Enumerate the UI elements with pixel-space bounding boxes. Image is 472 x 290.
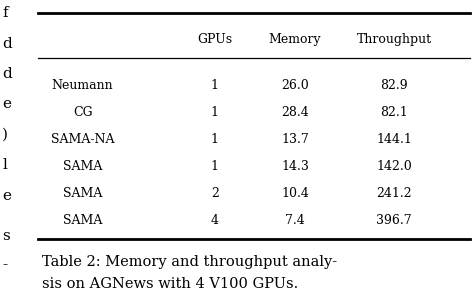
Text: GPUs: GPUs [197,33,232,46]
Text: 1: 1 [211,160,219,173]
Text: 82.1: 82.1 [380,106,408,119]
Text: 144.1: 144.1 [376,133,412,146]
Text: Throughput: Throughput [356,33,432,46]
Text: 1: 1 [211,106,219,119]
Text: Memory: Memory [269,33,321,46]
Text: 82.9: 82.9 [380,79,408,92]
Text: 2: 2 [211,187,219,200]
Text: 10.4: 10.4 [281,187,309,200]
Text: Table 2: Memory and throughput analy-: Table 2: Memory and throughput analy- [42,255,337,269]
Text: 1: 1 [211,79,219,92]
Text: SAMA: SAMA [63,214,102,227]
Text: 396.7: 396.7 [376,214,412,227]
Text: SAMA: SAMA [63,187,102,200]
Text: 14.3: 14.3 [281,160,309,173]
Text: e: e [2,189,11,203]
Text: 241.2: 241.2 [376,187,412,200]
Text: 13.7: 13.7 [281,133,309,146]
Text: sis on AGNews with 4 V100 GPUs.: sis on AGNews with 4 V100 GPUs. [42,277,299,290]
Text: ): ) [2,128,8,142]
Text: 26.0: 26.0 [281,79,309,92]
Text: CG: CG [73,106,93,119]
Text: d: d [2,37,12,50]
Text: s: s [2,229,10,243]
Text: Neumann: Neumann [52,79,113,92]
Text: 4: 4 [211,214,219,227]
Text: l: l [2,158,7,172]
Text: 7.4: 7.4 [285,214,305,227]
Text: ,: , [2,280,7,290]
Text: -: - [2,258,8,272]
Text: f: f [2,6,8,20]
Text: SAMA-NA: SAMA-NA [51,133,114,146]
Text: e: e [2,97,11,111]
Text: d: d [2,67,12,81]
Text: 28.4: 28.4 [281,106,309,119]
Text: SAMA: SAMA [63,160,102,173]
Text: 142.0: 142.0 [376,160,412,173]
Text: 1: 1 [211,133,219,146]
